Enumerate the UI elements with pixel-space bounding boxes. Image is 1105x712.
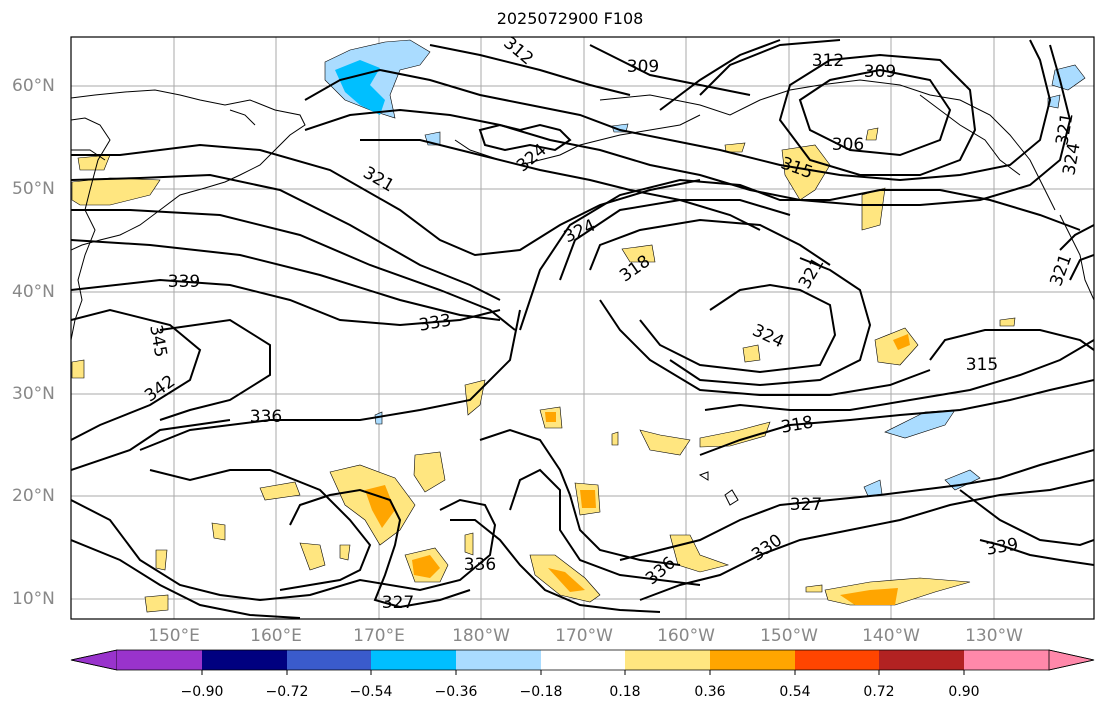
colorbar-segment — [879, 650, 965, 670]
colorbar-segment — [117, 650, 203, 670]
lat-label-30n: 30°N — [12, 384, 55, 404]
lon-label-160w: 160°W — [657, 626, 715, 646]
colorbar-tick-label: 0.90 — [948, 684, 980, 700]
colorbar-tick-label: 0.72 — [863, 684, 895, 700]
colorbar-segment — [710, 650, 796, 670]
lon-label-170w: 170°W — [555, 626, 613, 646]
colorbar-segment — [964, 650, 1050, 670]
lat-label-10n: 10°N — [12, 589, 55, 609]
contour-label: 327 — [382, 593, 414, 613]
colorbar-segment — [456, 650, 542, 670]
lon-label-170e: 170°E — [353, 626, 405, 646]
lon-label-150w: 150°W — [760, 626, 818, 646]
lon-label-150e: 150°E — [148, 626, 200, 646]
lat-label-50n: 50°N — [12, 179, 55, 199]
lon-label-160e: 160°E — [250, 626, 302, 646]
lon-label-140w: 140°W — [862, 626, 920, 646]
lat-label-60n: 60°N — [12, 76, 55, 96]
colorbar — [70, 649, 1095, 675]
contour-label: 306 — [832, 135, 864, 155]
contour-label: 336 — [464, 555, 496, 575]
colorbar-tick-label: 0.54 — [779, 684, 811, 700]
contour-label: 327 — [790, 495, 822, 515]
colorbar-ticks — [201, 670, 965, 675]
colorbar-tick-label: −0.72 — [265, 684, 309, 700]
lon-label-180w: 180°W — [452, 626, 510, 646]
contour-lines — [71, 39, 1094, 619]
colorbar-segment — [795, 650, 881, 670]
contour-label: 339 — [168, 272, 200, 292]
colorbar-tick-label: −0.36 — [434, 684, 478, 700]
contour-label: 309 — [864, 62, 896, 82]
map-frame — [70, 36, 1095, 620]
colorbar-segment — [625, 650, 711, 670]
colorbar-tick-label: −0.54 — [349, 684, 393, 700]
colorbar-tick-label: −0.18 — [519, 684, 563, 700]
lat-label-40n: 40°N — [12, 282, 55, 302]
colorbar-segment — [371, 650, 457, 670]
colorbar-tick-label: 0.18 — [609, 684, 641, 700]
lat-label-20n: 20°N — [12, 486, 55, 506]
colorbar-segment — [541, 650, 627, 670]
contour-label: 309 — [627, 57, 659, 77]
colorbar-extend-low — [70, 649, 118, 671]
contour-label: 336 — [250, 407, 282, 427]
colorbar-tick-label: −0.90 — [180, 684, 224, 700]
colorbar-segment — [287, 650, 373, 670]
coastlines — [71, 79, 1094, 506]
contour-label: 312 — [812, 51, 844, 71]
colorbar-extend-high — [1048, 649, 1095, 671]
map-title: 2025072900 F108 — [496, 9, 644, 28]
positive-shading — [71, 127, 1016, 613]
contour-label: 315 — [966, 355, 998, 375]
lon-label-130w: 130°W — [965, 626, 1023, 646]
colorbar-segment — [202, 650, 288, 670]
colorbar-tick-label: 0.36 — [694, 684, 726, 700]
